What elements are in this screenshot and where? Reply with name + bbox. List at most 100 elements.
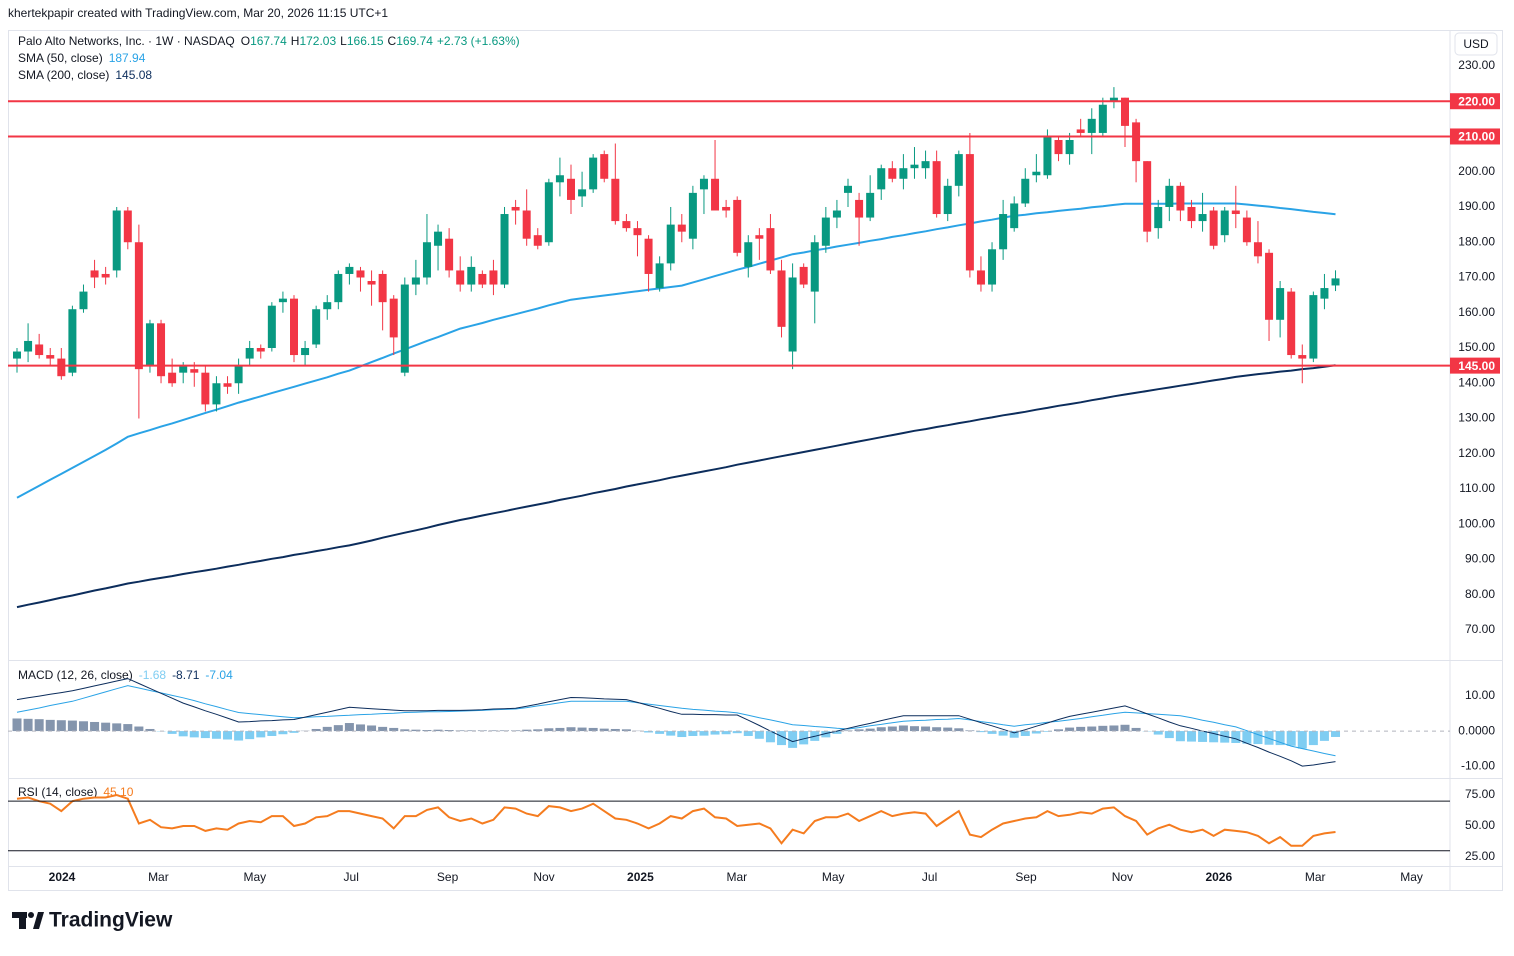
macd-histogram-bar [567, 727, 576, 731]
y-tick-label: 90.00 [1465, 552, 1495, 566]
candle-body [24, 341, 32, 352]
candle-body [57, 359, 65, 377]
candle-body [268, 306, 276, 348]
macd-histogram-bar [744, 731, 753, 736]
macd-histogram-bar [13, 718, 22, 731]
logo-shape [19, 912, 26, 929]
candle-body [888, 168, 896, 179]
candle-body [1066, 140, 1074, 154]
macd-histogram-bar [35, 719, 44, 731]
macd-histogram-bar [921, 727, 930, 732]
ohlc-key: C [388, 34, 397, 48]
y-tick-label: 80.00 [1465, 587, 1495, 601]
macd-histogram-bar [932, 727, 941, 731]
macd-histogram-bar [1320, 731, 1329, 741]
candle-body [1254, 242, 1262, 256]
candle-body [922, 161, 930, 168]
candle-body [1132, 122, 1140, 161]
candle-body [168, 373, 176, 384]
candle-body [13, 352, 21, 359]
candle-body [800, 267, 808, 285]
macd-histogram-bar [179, 731, 188, 736]
macd-histogram-bar [877, 727, 886, 731]
macd-histogram-bar [46, 720, 55, 731]
candle-body [235, 366, 243, 384]
candle-body [501, 214, 509, 285]
candle-body [556, 175, 564, 182]
macd-histogram-bar [711, 731, 720, 735]
currency[interactable]: USD [1463, 37, 1489, 51]
candle-body [645, 239, 653, 274]
sma-name: SMA (200, close) [18, 68, 109, 82]
candle-body [1043, 136, 1051, 175]
macd-histogram-bar [267, 731, 276, 736]
candle-body [944, 186, 952, 214]
candle-body [212, 383, 220, 404]
macd-histogram-bar [943, 728, 952, 732]
ohlc-value: 167.74 [250, 34, 287, 48]
candle-body [622, 221, 630, 228]
macd-histogram-bar [57, 720, 66, 731]
candle-body [345, 267, 353, 274]
macd-histogram-bar [788, 731, 797, 748]
candle-body [201, 373, 209, 405]
candle-body [257, 348, 265, 352]
macd-histogram-bar [190, 731, 199, 737]
candle-body [1221, 211, 1229, 236]
candle-body [789, 277, 797, 351]
macd-histogram-bar [234, 731, 243, 740]
macd-histogram-bar [1187, 731, 1196, 742]
macd-histogram-bar [334, 725, 343, 731]
macd-histogram-bar [345, 723, 354, 731]
candle-body [1243, 218, 1251, 243]
macd-histogram-bar [134, 727, 143, 732]
macd-tick-label: 10.00 [1465, 688, 1495, 702]
macd-title: MACD (12, 26, close) [18, 668, 133, 682]
candle-body [977, 270, 985, 284]
candle-body [955, 154, 963, 186]
candle-body [700, 179, 708, 190]
candle-body [1143, 161, 1151, 232]
macd-histogram-bar [755, 731, 764, 739]
x-tick-label: Mar [148, 870, 169, 884]
y-tick-label: 70.00 [1465, 622, 1495, 636]
candle-body [689, 193, 697, 239]
candle-body [401, 285, 409, 373]
brand: TradingView [49, 909, 173, 932]
candle-body [722, 207, 730, 211]
candle-body [667, 225, 675, 264]
sma-value: 145.08 [115, 68, 152, 82]
ohlc-value: 166.15 [347, 34, 384, 48]
candle-body [999, 214, 1007, 249]
macd-histogram-bar [677, 731, 686, 737]
candle-body [766, 228, 774, 270]
candle-body [1187, 207, 1195, 221]
macd-histogram-bar [24, 719, 33, 731]
y-tick-label: 110.00 [1459, 481, 1495, 495]
macd-histogram-bar [1287, 731, 1296, 746]
macd-histogram-bar [68, 721, 77, 732]
candle-body [1032, 172, 1040, 176]
candle-body [844, 186, 852, 193]
candle-body [545, 182, 553, 242]
candle-body [46, 355, 54, 359]
macd-histogram-bar [1098, 726, 1107, 731]
x-tick-label: Jul [922, 870, 937, 884]
candle-body [711, 179, 719, 211]
ohlc-value: 172.03 [299, 34, 336, 48]
candle-body [822, 218, 830, 246]
y-tick-label: 180.00 [1458, 234, 1495, 248]
candle-body [124, 211, 132, 243]
macd-histogram-bar [1331, 731, 1340, 737]
candle-body [899, 168, 907, 179]
candle-body [1276, 288, 1284, 320]
candle-body [600, 154, 608, 179]
rsi-tick-label: 25.00 [1465, 849, 1495, 863]
x-tick-label: Sep [437, 870, 459, 884]
macd-histogram-bar [888, 727, 897, 732]
candle-body [833, 211, 841, 218]
candle-body [1165, 186, 1173, 207]
candle-body [445, 239, 453, 271]
